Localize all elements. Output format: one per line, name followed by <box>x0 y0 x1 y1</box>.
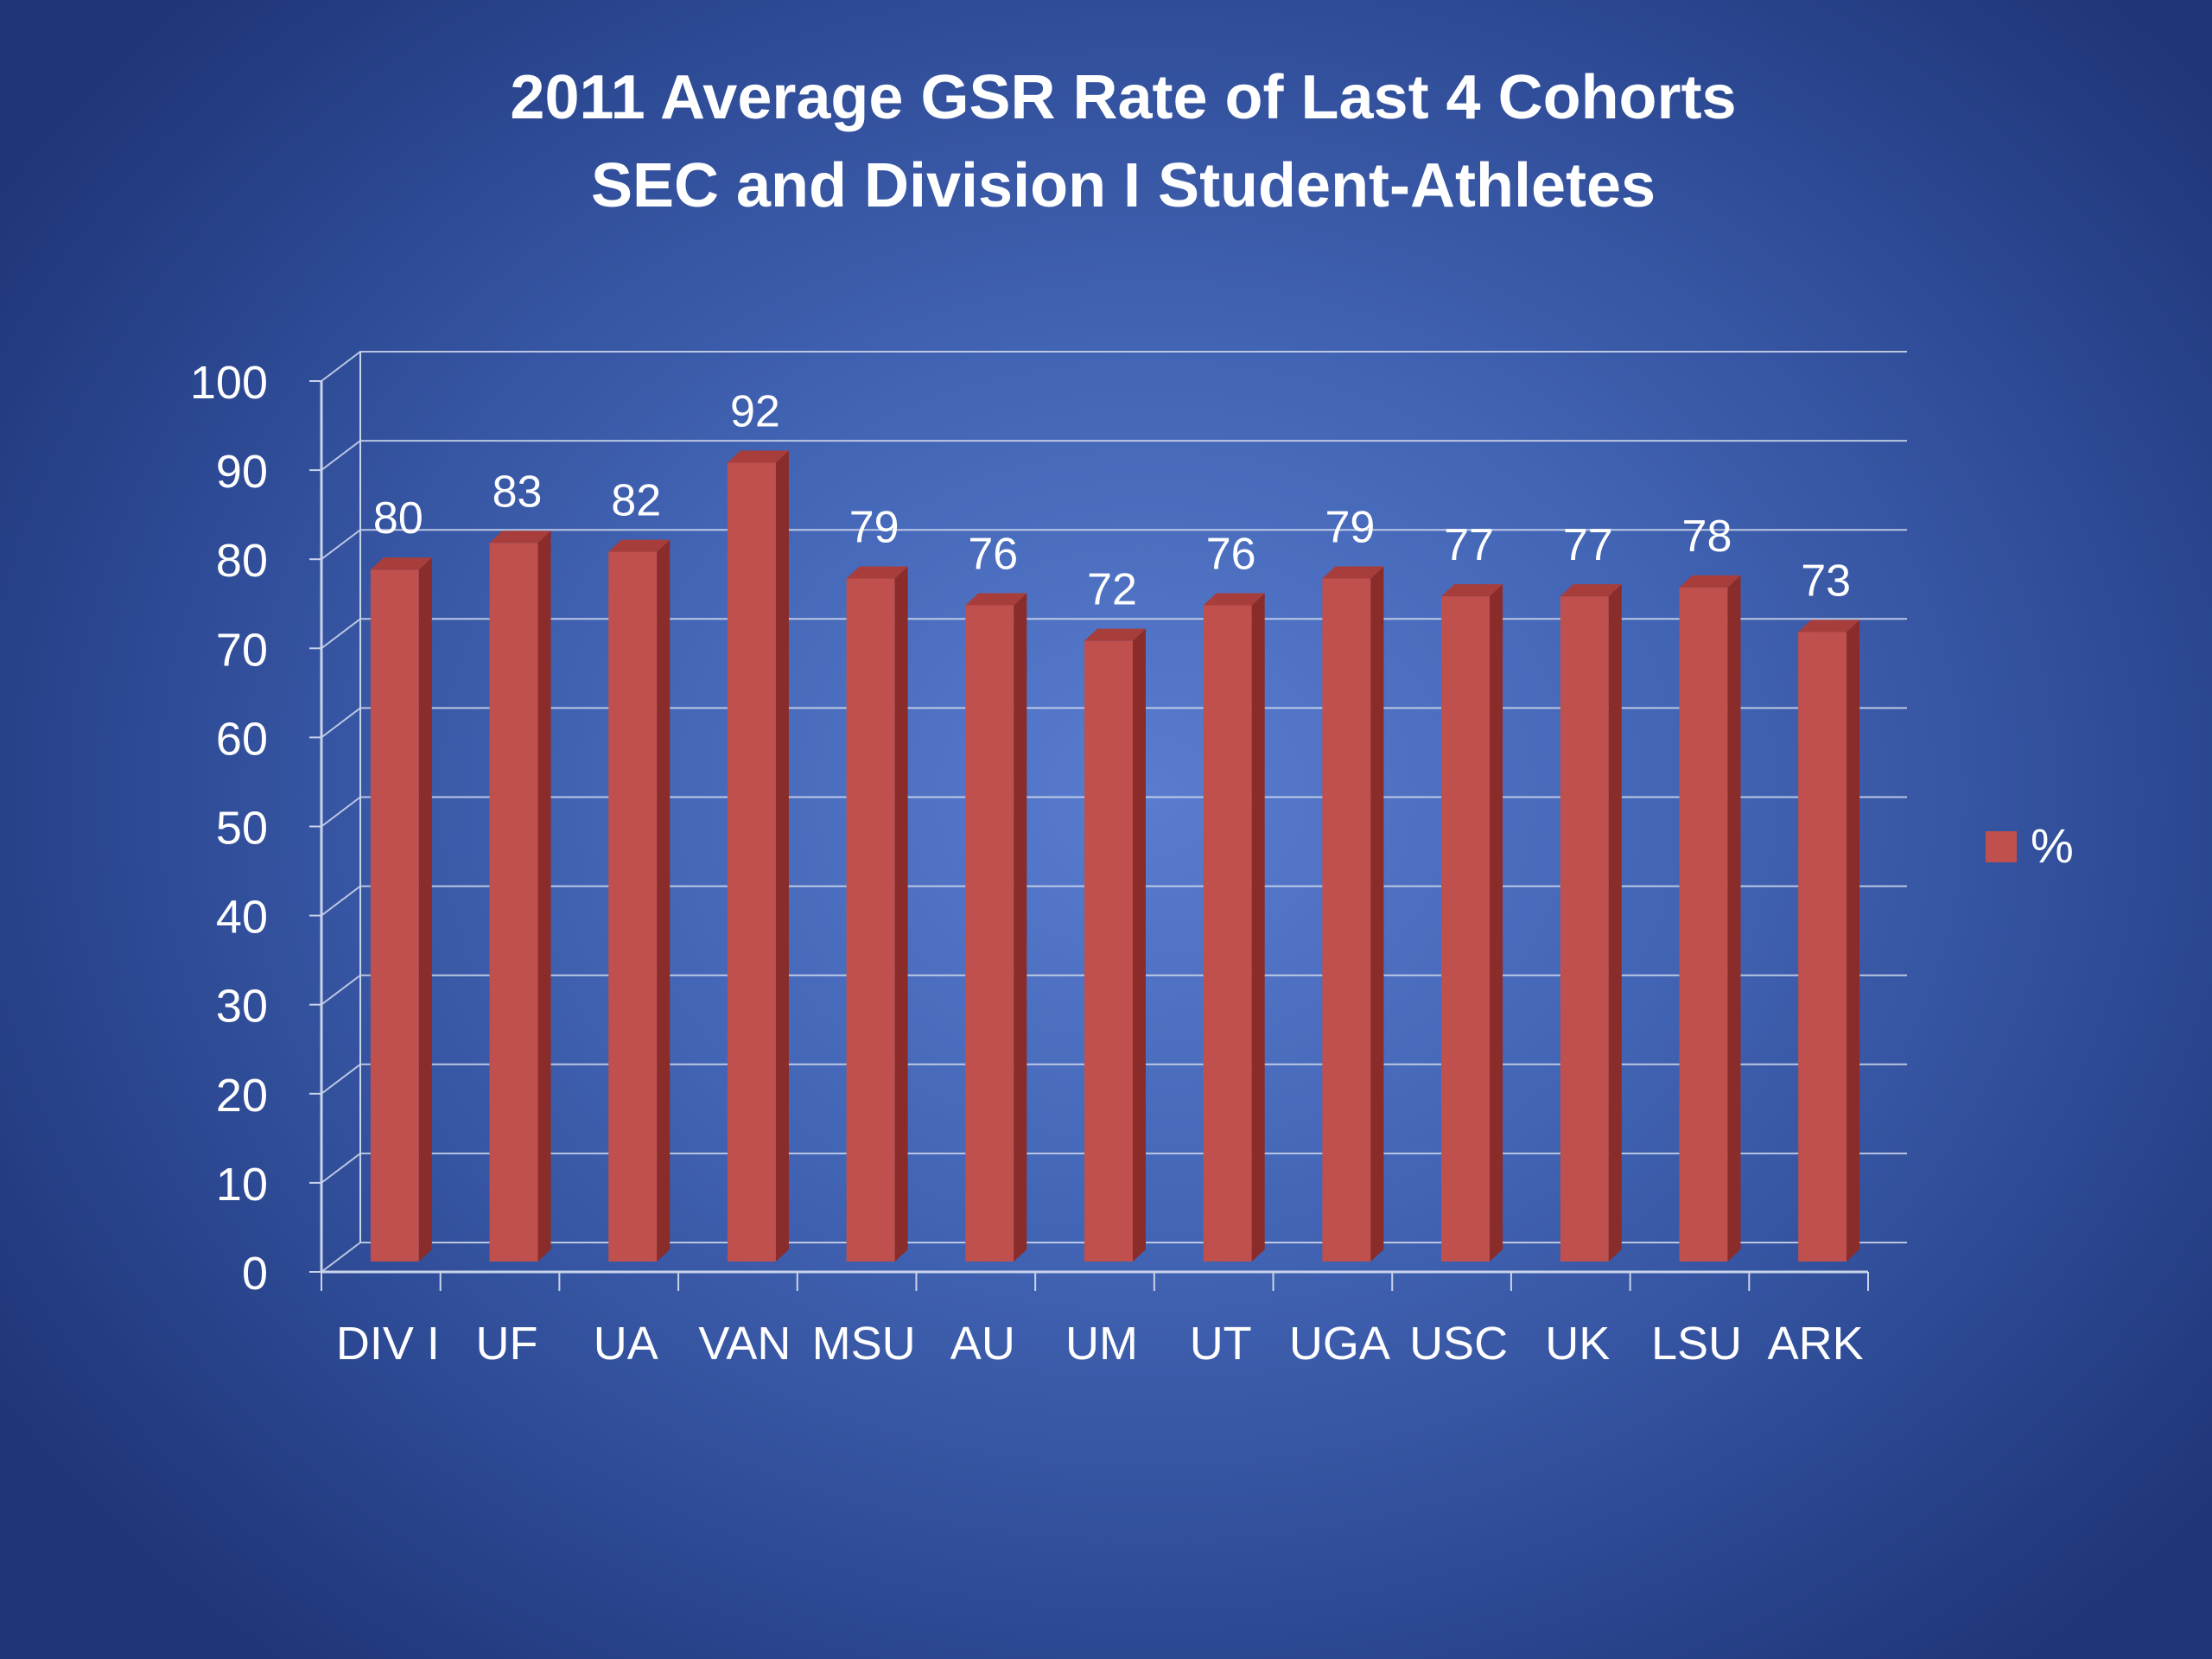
x-tick-label: UA <box>594 1318 658 1370</box>
x-tick-label: MSU <box>812 1318 916 1370</box>
data-label: 77 <box>1444 520 1494 570</box>
y-tick-label: 80 <box>216 535 268 587</box>
x-tick-label: LSU <box>1651 1318 1742 1370</box>
bar-top <box>370 557 432 570</box>
x-tick-label: UGA <box>1289 1318 1390 1370</box>
data-labels: 80 83 82 92 79 76 72 76 79 77 77 78 73 <box>373 386 1851 614</box>
bars <box>370 450 1860 1262</box>
y-tick-label: 30 <box>216 981 268 1033</box>
bar-side <box>1251 593 1265 1262</box>
gridline-80 <box>321 529 1907 560</box>
bar-side <box>1133 628 1146 1262</box>
bar-uga <box>1322 578 1371 1262</box>
data-label: 82 <box>611 476 661 526</box>
bar-side <box>894 566 908 1262</box>
bar-lsu <box>1679 587 1728 1262</box>
x-tick-label: UM <box>1065 1318 1138 1370</box>
bar-top <box>965 593 1027 606</box>
bar-um <box>1084 640 1133 1262</box>
data-label: 77 <box>1563 520 1613 570</box>
y-tick-label: 50 <box>216 803 268 855</box>
data-label: 79 <box>849 503 899 553</box>
bar-top <box>1679 575 1741 588</box>
legend-label: % <box>2031 818 2074 873</box>
bar-side <box>1370 566 1384 1262</box>
bar-side <box>775 450 789 1262</box>
gridline-90 <box>321 440 1907 471</box>
x-tick-label: AU <box>950 1318 1015 1370</box>
bar-side <box>1727 575 1741 1262</box>
gridline-100 <box>321 351 1907 382</box>
bar-ut <box>1203 605 1252 1262</box>
bar-van <box>727 462 776 1262</box>
data-label: 73 <box>1801 556 1851 606</box>
bar-msu <box>846 578 895 1262</box>
bar-top <box>1322 566 1384 579</box>
bar-side <box>1490 584 1503 1262</box>
data-label: 76 <box>1206 529 1256 579</box>
legend-swatch <box>1986 831 2017 862</box>
y-tick-label: 20 <box>216 1070 268 1122</box>
bar-top <box>1560 584 1622 597</box>
y-tick-label: 40 <box>216 892 268 944</box>
data-label: 78 <box>1682 512 1732 562</box>
gridlines <box>321 351 1907 1273</box>
y-tick-label: 0 <box>242 1248 268 1300</box>
bar-top <box>489 531 551 543</box>
x-tick-label: DIV I <box>336 1318 440 1370</box>
data-label: 79 <box>1325 503 1375 553</box>
chart-subtitle: SEC and Division I Student-Athletes <box>590 151 1656 220</box>
bar-top <box>608 539 671 552</box>
chart-title-block: 2011 Average GSR Rate of Last 4 Cohorts … <box>0 54 2212 230</box>
bar-side <box>1014 593 1027 1262</box>
y-tick-label: 60 <box>216 713 268 765</box>
chart-title: 2011 Average GSR Rate of Last 4 Cohorts <box>510 63 1737 132</box>
bar-usc <box>1441 596 1491 1262</box>
bar-top <box>846 566 908 579</box>
bar-side <box>1847 620 1860 1262</box>
legend: % <box>1986 818 2074 873</box>
data-label: 83 <box>493 467 543 517</box>
data-label: 76 <box>968 529 1018 579</box>
bar-ua <box>608 551 658 1262</box>
bar-ark <box>1798 632 1847 1262</box>
bar-top <box>1441 584 1503 597</box>
x-tick-label: VAN <box>698 1318 791 1370</box>
bar-div-i <box>370 569 419 1262</box>
data-label: 92 <box>730 386 780 436</box>
bar-top <box>727 450 789 463</box>
y-tick-label: 90 <box>216 446 268 498</box>
bar-top <box>1798 620 1860 632</box>
x-tick-label: UK <box>1545 1318 1610 1370</box>
bar-side <box>1608 584 1622 1262</box>
bar-side <box>657 539 671 1262</box>
bar-uf <box>489 543 538 1262</box>
bar-uk <box>1560 596 1609 1262</box>
x-tick-label: USC <box>1409 1318 1508 1370</box>
bar-side <box>537 531 551 1262</box>
x-tick-label: UF <box>476 1318 538 1370</box>
data-label: 80 <box>373 493 423 543</box>
y-tick-label: 100 <box>190 357 268 409</box>
y-tick-label: 10 <box>216 1159 268 1211</box>
bar-top <box>1084 628 1146 641</box>
x-tick-label: UT <box>1190 1318 1252 1370</box>
bar-side <box>418 557 432 1262</box>
y-tick-label: 70 <box>216 624 268 676</box>
axes: 0 10 20 30 40 50 60 70 80 90 100 DIV I UF UA VAN MSU AU U… <box>190 357 1869 1370</box>
data-label: 72 <box>1087 565 1137 615</box>
bar-top <box>1203 593 1265 606</box>
bar-au <box>965 605 1014 1262</box>
x-tick-label: ARK <box>1768 1318 1864 1370</box>
